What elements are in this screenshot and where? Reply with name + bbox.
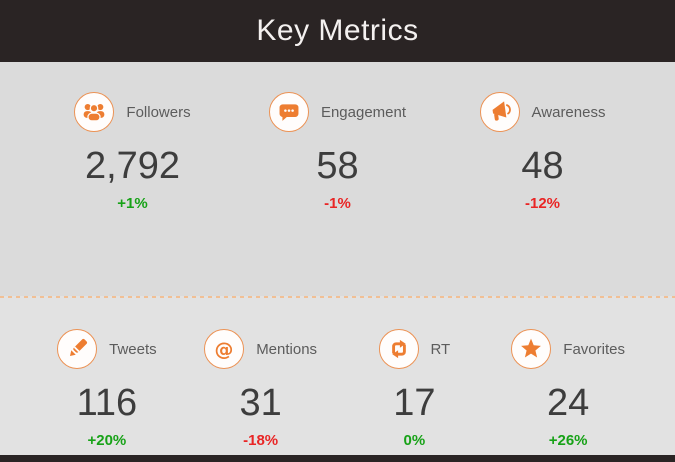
metric-change: 0% [403, 431, 426, 449]
metric-label: RT [430, 340, 451, 358]
metric-change: -1% [324, 194, 351, 212]
metric-tweets: Tweets 116 +20% [30, 329, 184, 455]
dashed-divider [0, 296, 675, 298]
metric-header: RT [378, 329, 451, 369]
metric-change: +20% [87, 431, 127, 449]
metric-change: -18% [243, 431, 279, 449]
metric-label: Engagement [320, 103, 407, 121]
metric-value: 17 [393, 382, 436, 424]
metric-label: Awareness [531, 103, 606, 121]
metric-value: 58 [316, 145, 359, 187]
metric-header: Followers [74, 92, 191, 132]
metric-label: Followers [126, 103, 191, 121]
chat-bubble-icon [268, 92, 309, 132]
metric-value: 24 [546, 382, 590, 424]
metric-value: 116 [76, 382, 138, 424]
metric-value: 48 [521, 145, 564, 187]
metric-header: Engagement [268, 92, 407, 132]
followers-group-icon [74, 92, 115, 132]
metric-label: Favorites [563, 340, 625, 358]
page-title: Key Metrics [256, 14, 419, 47]
retweet-icon [378, 329, 419, 369]
pencil-icon [57, 329, 98, 369]
metric-label: Tweets [109, 340, 157, 358]
metric-header: Tweets [57, 329, 157, 369]
top-metrics-section: Followers 2,792 +1% Engagement 58 -1% [0, 62, 675, 296]
metric-rt: RT 17 0% [338, 329, 492, 455]
metric-value: 31 [239, 382, 282, 424]
metric-engagement: Engagement 58 -1% [235, 92, 440, 296]
metric-change: +1% [117, 194, 148, 212]
svg-text:@: @ [215, 338, 234, 360]
metric-awareness: Awareness 48 -12% [440, 92, 645, 296]
metric-change: +26% [548, 431, 588, 449]
metric-mentions: @ Mentions 31 -18% [184, 329, 338, 455]
metric-value: 2,792 [84, 145, 181, 187]
metric-header: @ Mentions [204, 329, 317, 369]
bottom-metrics-section: Tweets 116 +20% @ Mentions 31 -18% [0, 298, 675, 455]
metric-favorites: Favorites 24 +26% [491, 329, 645, 455]
footer-bar [0, 455, 675, 462]
metric-header: Awareness [479, 92, 606, 132]
metric-label: Mentions [256, 340, 318, 358]
megaphone-icon [479, 92, 520, 132]
at-sign-icon: @ [204, 329, 245, 369]
star-icon [511, 329, 552, 369]
metric-change: -12% [524, 194, 561, 212]
header-bar: Key Metrics [0, 0, 675, 62]
metric-followers: Followers 2,792 +1% [30, 92, 235, 296]
metric-header: Favorites [511, 329, 625, 369]
